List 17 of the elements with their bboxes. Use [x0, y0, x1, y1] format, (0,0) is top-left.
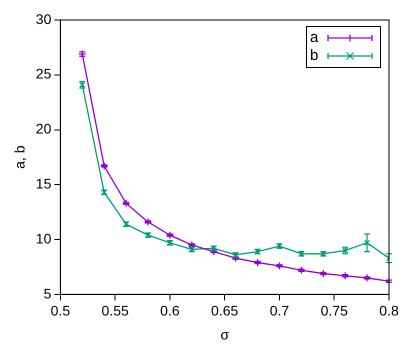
x-tick-label: 0.65 [211, 302, 239, 319]
y-axis-title: a, b [11, 145, 28, 169]
x-axis-title: σ [220, 326, 230, 342]
legend-label: b [309, 47, 320, 65]
x-tick-label: 0.75 [320, 302, 348, 319]
x-tick-label: 0.55 [102, 302, 129, 319]
y-tick-label: 10 [36, 230, 52, 246]
x-tick-label: 0.8 [379, 302, 399, 319]
y-tick-label: 30 [36, 10, 52, 27]
y-tick-label: 15 [36, 176, 52, 192]
y-tick-label: 20 [36, 120, 52, 137]
x-tick-label: 0.6 [160, 302, 180, 319]
y-tick-label: 5 [44, 285, 52, 302]
legend-label: a [309, 29, 320, 47]
y-tick-label: 25 [36, 66, 52, 82]
x-tick-label: 0.7 [270, 302, 290, 319]
x-tick-label: 0.5 [50, 302, 70, 319]
